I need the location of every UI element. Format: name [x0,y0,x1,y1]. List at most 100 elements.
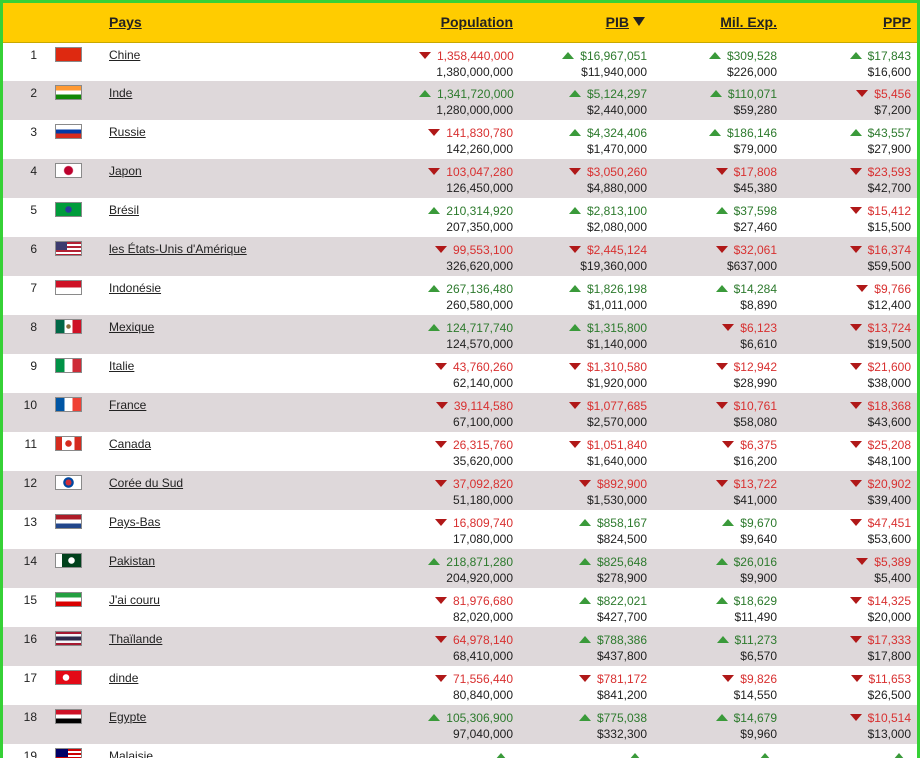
sort-by-country-header[interactable]: Pays [101,3,419,43]
population-cell: 37,092,820 51,180,000 [419,471,519,510]
rank-cell: 18 [23,710,37,724]
flag-cell [49,393,101,432]
trend-down-icon [849,168,862,175]
rank-cell: 1 [30,47,37,62]
trend-up-icon [578,714,591,721]
table-row: 6 les États-Unis d'Amérique 99,553,100 326,… [3,237,917,276]
trend-down-icon [849,363,862,370]
trend-down-icon [849,246,862,253]
country-link[interactable]: dinde [109,671,139,685]
military-expense-cell: $18,629 $11,490 [653,588,783,627]
country-link[interactable]: Canada [109,437,152,451]
trend-down-icon [849,441,862,448]
country-link[interactable]: France [109,398,147,412]
ppp-cell: $43,557 $27,900 [783,120,917,159]
flag-cell [49,549,101,588]
country-link[interactable]: Indonésie [109,281,162,295]
ppp-current-text: $14,325 [867,594,911,608]
ppp-cell: $15,412 $15,500 [783,198,917,237]
trend-down-icon [715,246,728,253]
ppp-cell: $11,653 $26,500 [783,666,917,705]
gdp-current-value: $825,648 [519,554,647,570]
country-link[interactable]: les États-Unis d'Amérique [109,242,247,256]
country-link[interactable]: Chine [109,47,141,62]
military-expense-previous-value: $41,000 [733,493,777,507]
country-link[interactable]: Japon [109,164,142,178]
country-link[interactable]: Thaïlande [109,632,163,646]
gdp-current-text: $1,310,580 [586,360,647,374]
gdp-previous-value: $841,200 [596,688,647,702]
population-cell: 1,358,440,000 1,380,000,000 [419,42,519,81]
population-current-value: 71,556,440 [419,671,513,687]
egypt-flag-icon [55,709,82,724]
country-link[interactable]: Mexique [109,320,155,334]
gdp-current-text: $2,813,100 [586,204,647,218]
usa-flag-icon [55,241,82,256]
country-ranking-table: Pays Population PIB Mil. Exp. PPP 1 Chine… [3,3,917,758]
ppp-previous-value: $16,600 [867,64,911,79]
country-link[interactable]: Russie [109,125,146,139]
ppp-current-value: $15,412 [783,203,911,219]
country-link[interactable]: Corée du Sud [109,476,184,490]
population-current-value: 105,306,900 [419,710,513,726]
country-link[interactable]: Brésil [109,203,140,217]
population-previous-value: 62,140,000 [452,376,513,390]
trend-down-icon [434,636,447,643]
ppp-cell: $17,843 $16,600 [783,42,917,81]
country-link[interactable]: Italie [109,359,135,373]
ppp-cell [783,744,917,758]
gdp-cell: $781,172 $841,200 [519,666,653,705]
ppp-previous-value: $38,000 [867,376,911,390]
population-current-text: 64,978,140 [452,633,513,647]
ppp-cell: $10,514 $13,000 [783,705,917,744]
military-expense-current-value: $12,942 [653,359,777,375]
trend-up-icon [568,129,581,136]
country-link[interactable]: Malaisie [109,749,154,758]
sort-by-ppp-header[interactable]: PPP [783,3,917,43]
rank-header [3,3,49,43]
military-expense-current-text: $12,942 [733,360,777,374]
population-previous-value: 97,040,000 [452,727,513,741]
population-cell: 81,976,680 82,020,000 [419,588,519,627]
indonesia-flag-icon [55,280,82,295]
country-link[interactable]: Pays-Bas [109,515,161,529]
ppp-previous-value: $12,400 [867,298,911,312]
population-current-text: 99,553,100 [452,243,513,257]
gdp-current-value: $3,050,260 [519,164,647,180]
sort-by-military-header[interactable]: Mil. Exp. [653,3,783,43]
gdp-previous-value: $11,940,000 [581,64,647,79]
country-link[interactable]: J'ai couru [109,593,160,607]
country-name-cell: J'ai couru [101,588,419,627]
sort-by-gdp-header[interactable]: PIB [519,3,653,43]
trend-up-icon [708,129,721,136]
gdp-current-value: $858,167 [519,515,647,531]
ppp-current-text: $5,456 [874,87,911,101]
ppp-current-value: $10,514 [783,710,911,726]
military-expense-cell: $110,071 $59,280 [653,81,783,120]
gdp-current-text: $4,324,406 [586,126,647,140]
trend-up-icon [759,753,771,758]
flag-cell [49,159,101,198]
ppp-previous-value: $43,600 [867,415,911,429]
flag-cell [49,471,101,510]
military-expense-cell: $32,061 $637,000 [653,237,783,276]
sort-by-population-header[interactable]: Population [419,3,519,43]
country-link[interactable]: Inde [109,86,133,100]
population-current-text: 218,871,280 [446,555,513,569]
country-link[interactable]: Pakistan [109,554,156,568]
population-previous-value: 67,100,000 [452,415,513,429]
military-expense-cell: $10,761 $58,080 [653,393,783,432]
trend-down-icon [568,246,581,253]
south-korea-flag-icon [55,475,82,490]
military-expense-cell: $13,722 $41,000 [653,471,783,510]
country-name-cell: Mexique [101,315,419,354]
trend-up-icon [562,51,575,59]
ppp-current-text: $13,724 [867,321,911,335]
trend-down-icon [849,480,862,487]
ppp-previous-value: $59,500 [867,259,911,273]
gdp-current-text: $781,172 [596,672,647,686]
gdp-current-value [519,749,647,758]
country-link[interactable]: Egypte [109,710,147,724]
population-cell: 103,047,280 126,450,000 [419,159,519,198]
trend-up-icon [428,714,441,721]
